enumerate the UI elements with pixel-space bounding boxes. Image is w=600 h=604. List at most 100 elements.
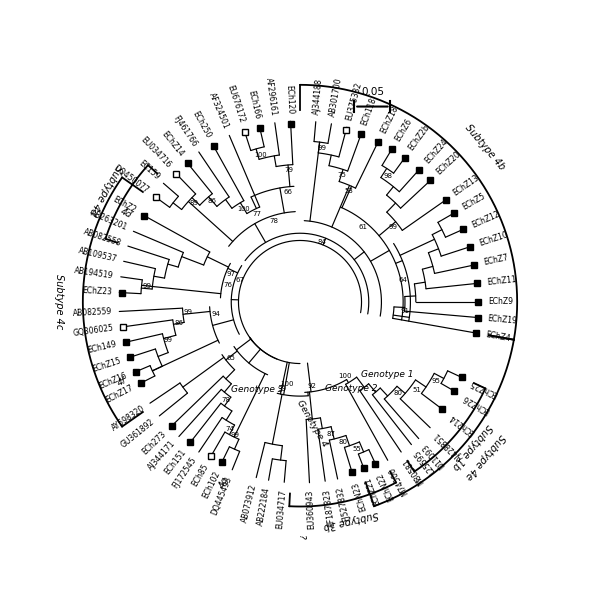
Text: AB222184: AB222184 xyxy=(256,487,272,527)
Text: EU375332: EU375332 xyxy=(344,81,363,121)
Text: EChN22: EChN22 xyxy=(376,471,397,502)
Text: EChZ17: EChZ17 xyxy=(104,384,134,405)
Text: 4g: 4g xyxy=(217,475,230,489)
Text: DQ445493: DQ445493 xyxy=(210,475,233,516)
Text: ECh120: ECh120 xyxy=(284,85,295,114)
Text: EChZ15: EChZ15 xyxy=(91,356,122,374)
Text: AB301700: AB301700 xyxy=(328,77,344,117)
Text: Genotype 1: Genotype 1 xyxy=(361,370,413,379)
Text: 99: 99 xyxy=(143,283,152,289)
Text: 75: 75 xyxy=(337,172,346,178)
Text: EChZ2: EChZ2 xyxy=(112,194,137,214)
Text: Subtype 4e: Subtype 4e xyxy=(463,432,506,481)
Text: ECh273: ECh273 xyxy=(140,429,168,457)
Text: 74: 74 xyxy=(226,426,234,432)
Text: ?: ? xyxy=(296,535,305,539)
Text: 80: 80 xyxy=(338,439,347,445)
Text: ECh151: ECh151 xyxy=(163,448,188,476)
Text: EU034717: EU034717 xyxy=(275,489,288,529)
Text: 64: 64 xyxy=(398,277,407,283)
Text: ECh214: ECh214 xyxy=(448,412,476,437)
Text: 78: 78 xyxy=(269,218,278,224)
Text: EChZ4: EChZ4 xyxy=(485,330,511,344)
Text: AB073912: AB073912 xyxy=(241,484,259,524)
Text: Subtype 4d: Subtype 4d xyxy=(87,163,124,217)
Text: 91: 91 xyxy=(400,308,409,314)
Text: 79: 79 xyxy=(284,167,293,173)
Text: FJ172545: FJ172545 xyxy=(171,455,199,490)
Text: 100: 100 xyxy=(280,381,294,387)
Text: 65: 65 xyxy=(227,355,236,361)
Text: EChZ13: EChZ13 xyxy=(452,173,481,198)
Text: 86: 86 xyxy=(175,320,184,326)
Text: 61: 61 xyxy=(358,224,367,230)
Text: EChZ2b: EChZ2b xyxy=(407,123,432,152)
Text: ECh102: ECh102 xyxy=(200,469,221,500)
Text: EU034716: EU034716 xyxy=(139,135,172,170)
Text: EChZ11: EChZ11 xyxy=(487,275,517,287)
Text: 95: 95 xyxy=(432,378,441,384)
Text: Subtype 4c: Subtype 4c xyxy=(55,274,64,330)
Text: Genotype 4: Genotype 4 xyxy=(295,399,329,449)
Text: EU360943: EU360943 xyxy=(305,490,316,530)
Text: AF324501: AF324501 xyxy=(207,91,230,130)
Text: EChZ12: EChZ12 xyxy=(470,209,501,230)
Text: FJ527832: FJ527832 xyxy=(335,485,351,522)
Text: AB263201: AB263201 xyxy=(89,209,128,233)
Text: EChZ26: EChZ26 xyxy=(461,392,491,415)
Text: EChZ7: EChZ7 xyxy=(483,253,509,267)
Text: AB109537: AB109537 xyxy=(77,246,118,264)
Text: AJ344188: AJ344188 xyxy=(312,78,324,115)
Text: AF296161: AF296161 xyxy=(264,77,278,116)
Text: 99: 99 xyxy=(163,337,172,343)
Text: Subtype 4b: Subtype 4b xyxy=(463,123,506,172)
Text: EChZ19: EChZ19 xyxy=(487,314,518,326)
Text: EChZ24: EChZ24 xyxy=(422,137,449,165)
Text: 94: 94 xyxy=(211,311,220,317)
Text: 86: 86 xyxy=(208,198,217,204)
Text: ECh166: ECh166 xyxy=(247,89,262,120)
Text: EU676172: EU676172 xyxy=(226,85,246,124)
Text: ECh250: ECh250 xyxy=(191,109,212,140)
Text: ECh149: ECh149 xyxy=(87,340,118,355)
Text: EChZ5: EChZ5 xyxy=(461,191,487,212)
Text: 100: 100 xyxy=(254,152,267,158)
Text: AY598320: AY598320 xyxy=(110,403,146,432)
Text: 92: 92 xyxy=(307,383,316,389)
Text: 0.05: 0.05 xyxy=(361,88,384,97)
Text: 53: 53 xyxy=(345,188,354,194)
Text: 99: 99 xyxy=(277,386,286,392)
Text: GU361892: GU361892 xyxy=(119,417,157,449)
Text: GQ306025: GQ306025 xyxy=(73,324,114,338)
Text: L25595: L25595 xyxy=(412,448,437,475)
Text: 98: 98 xyxy=(384,173,393,179)
Text: EChZ9: EChZ9 xyxy=(488,298,513,306)
Text: ECh85: ECh85 xyxy=(190,463,210,489)
Text: D11093: D11093 xyxy=(420,441,446,470)
Text: 80: 80 xyxy=(394,390,403,396)
Text: EChN23: EChN23 xyxy=(351,481,368,512)
Text: Genotype 3: Genotype 3 xyxy=(230,385,283,394)
Text: FJ461766: FJ461766 xyxy=(171,114,199,149)
Text: EChZ23: EChZ23 xyxy=(82,286,112,297)
Text: EC159: EC159 xyxy=(137,159,161,182)
Text: 99: 99 xyxy=(184,309,193,315)
Text: Subtype 1b: Subtype 1b xyxy=(450,422,494,471)
Text: 89: 89 xyxy=(190,201,199,206)
Text: AJ428851: AJ428851 xyxy=(432,429,464,461)
Text: EChZ16: EChZ16 xyxy=(98,371,128,391)
Text: ECh118: ECh118 xyxy=(360,96,379,127)
Text: 99: 99 xyxy=(317,145,326,151)
Text: 87: 87 xyxy=(326,431,335,437)
Text: EChZ20: EChZ20 xyxy=(434,150,463,177)
Text: EChZ10: EChZ10 xyxy=(478,230,509,248)
Text: AB194519: AB194519 xyxy=(74,266,114,280)
Text: 66: 66 xyxy=(284,189,293,195)
Text: 100: 100 xyxy=(238,206,250,212)
Text: DQ450077: DQ450077 xyxy=(112,164,151,195)
Text: 55: 55 xyxy=(352,446,361,452)
Text: 97: 97 xyxy=(227,271,236,277)
Text: EChZ21: EChZ21 xyxy=(363,476,382,507)
Text: 77: 77 xyxy=(253,211,262,217)
Text: 78: 78 xyxy=(221,397,230,403)
